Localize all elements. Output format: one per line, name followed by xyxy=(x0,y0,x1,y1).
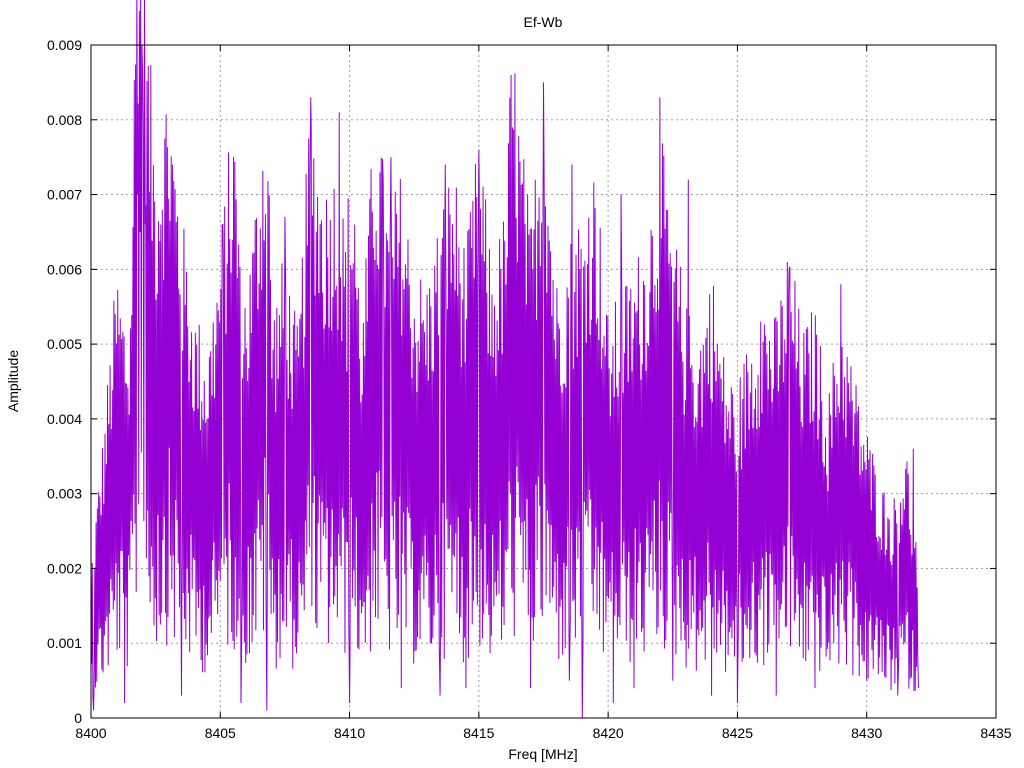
x-tick-labels: 8400 8405 8410 8415 8420 8425 8430 8435 xyxy=(75,725,1011,741)
x-tick-label: 8435 xyxy=(980,725,1011,741)
y-tick-label: 0 xyxy=(74,710,82,726)
y-tick-label: 0.002 xyxy=(47,560,82,576)
x-axis-label: Freq [MHz] xyxy=(508,746,577,762)
x-tick-label: 8400 xyxy=(75,725,106,741)
axis-ticks xyxy=(90,44,997,719)
x-tick-label: 8430 xyxy=(851,725,882,741)
y-tick-label: 0.009 xyxy=(47,37,82,53)
plot-series xyxy=(90,0,919,719)
x-tick-label: 8415 xyxy=(463,725,494,741)
y-tick-label: 0.004 xyxy=(47,411,82,427)
chart-title: Ef-Wb xyxy=(524,14,563,30)
x-tick-label: 8410 xyxy=(334,725,365,741)
plot-frame xyxy=(90,44,997,719)
y-tick-label: 0.003 xyxy=(47,486,82,502)
y-tick-labels: 0 0.001 0.002 0.003 0.004 0.005 0.006 0.007 0.00… xyxy=(47,37,82,726)
spectrum-line xyxy=(90,0,919,719)
y-tick-label: 0.007 xyxy=(47,187,82,203)
x-tick-label: 8420 xyxy=(593,725,624,741)
y-tick-label: 0.005 xyxy=(47,336,82,352)
y-tick-label: 0.001 xyxy=(47,635,82,651)
y-tick-label: 0.006 xyxy=(47,261,82,277)
x-tick-label: 8425 xyxy=(722,725,753,741)
y-axis-label: Amplitude xyxy=(5,350,21,412)
x-tick-label: 8405 xyxy=(205,725,236,741)
y-tick-label: 0.008 xyxy=(47,112,82,128)
